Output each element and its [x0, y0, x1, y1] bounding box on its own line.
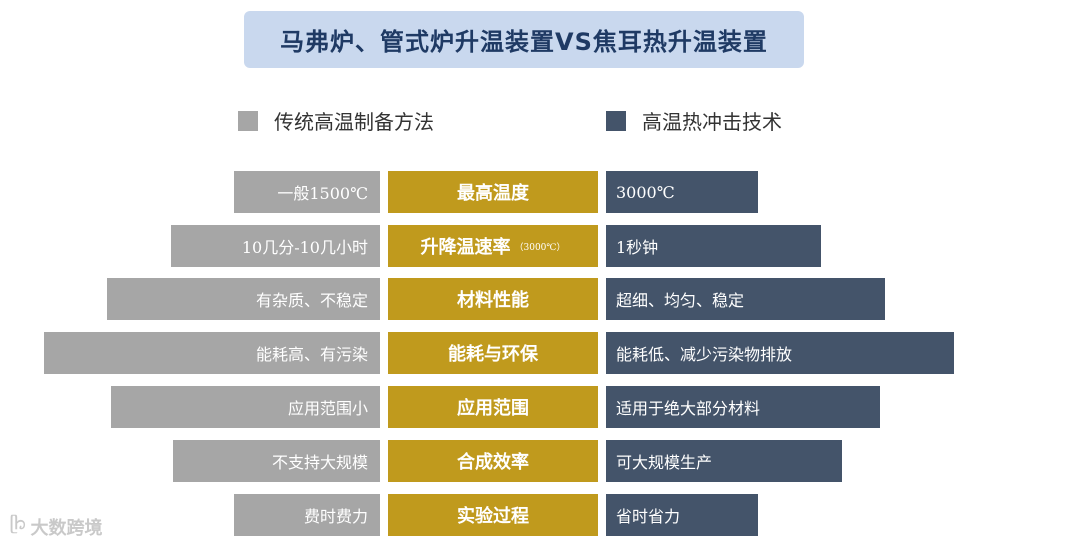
comparison-row: 不支持大规模 合成效率 可大规模生产 [0, 440, 1080, 482]
thermal-shock-value: 适用于绝大部分材料 [606, 386, 880, 428]
thermal-shock-value: 能耗低、减少污染物排放 [606, 332, 954, 374]
comparison-row: 费时费力 实验过程 省时省力 [0, 494, 1080, 536]
traditional-value: 10几分-10几小时 [171, 225, 380, 267]
thermal-shock-value: 1秒钟 [606, 225, 821, 267]
traditional-value: 能耗高、有污染 [44, 332, 380, 374]
comparison-row: 能耗高、有污染 能耗与环保 能耗低、减少污染物排放 [0, 332, 1080, 374]
category-text: 最高温度 [457, 183, 529, 204]
comparison-row: 有杂质、不稳定 材料性能 超细、均匀、稳定 [0, 278, 1080, 320]
category-label: 实验过程 [388, 494, 598, 536]
legend-swatch-gray [238, 110, 258, 131]
watermark-text: 大数跨境 [30, 517, 103, 539]
category-text: 升降温速率 [420, 237, 511, 258]
category-label: 应用范围 [388, 386, 598, 428]
category-label: 最高温度 [388, 171, 598, 213]
category-label: 材料性能 [388, 278, 598, 320]
legend-swatch-navy [606, 110, 626, 131]
traditional-value: 有杂质、不稳定 [107, 278, 380, 320]
thermal-shock-value: 省时省力 [606, 494, 758, 536]
thermal-shock-value: 超细、均匀、稳定 [606, 278, 885, 320]
category-label: 升降温速率 （3000℃） [388, 225, 598, 267]
legend-item-thermal-shock: 高温热冲击技术 [606, 106, 782, 135]
category-text: 能耗与环保 [448, 344, 538, 365]
thermal-shock-value: 可大规模生产 [606, 440, 842, 482]
legend-label-traditional: 传统高温制备方法 [274, 110, 434, 134]
category-label: 能耗与环保 [388, 332, 598, 374]
thermal-shock-value: 3000℃ [606, 171, 758, 213]
page-title: 马弗炉、管式炉升温装置VS焦耳热升温装置 [244, 11, 804, 68]
traditional-value: 不支持大规模 [173, 440, 380, 482]
watermark: ᥫ᭡ 大数跨境 [10, 512, 102, 541]
traditional-value: 一般1500℃ [234, 171, 380, 213]
category-text: 材料性能 [457, 290, 529, 311]
traditional-value: 费时费力 [234, 494, 380, 536]
category-text: 实验过程 [457, 506, 529, 527]
comparison-row: 一般1500℃ 最高温度 3000℃ [0, 171, 1080, 213]
legend-item-traditional: 传统高温制备方法 [238, 106, 434, 135]
traditional-value: 应用范围小 [111, 386, 380, 428]
legend-label-thermal-shock: 高温热冲击技术 [642, 110, 782, 134]
comparison-row: 应用范围小 应用范围 适用于绝大部分材料 [0, 386, 1080, 428]
category-text: 合成效率 [457, 452, 529, 473]
category-note: （3000℃） [514, 242, 566, 253]
category-label: 合成效率 [388, 440, 598, 482]
comparison-row: 10几分-10几小时 升降温速率 （3000℃） 1秒钟 [0, 225, 1080, 267]
watermark-logo-icon: ᥫ᭡ [10, 514, 27, 533]
category-text: 应用范围 [457, 398, 529, 419]
